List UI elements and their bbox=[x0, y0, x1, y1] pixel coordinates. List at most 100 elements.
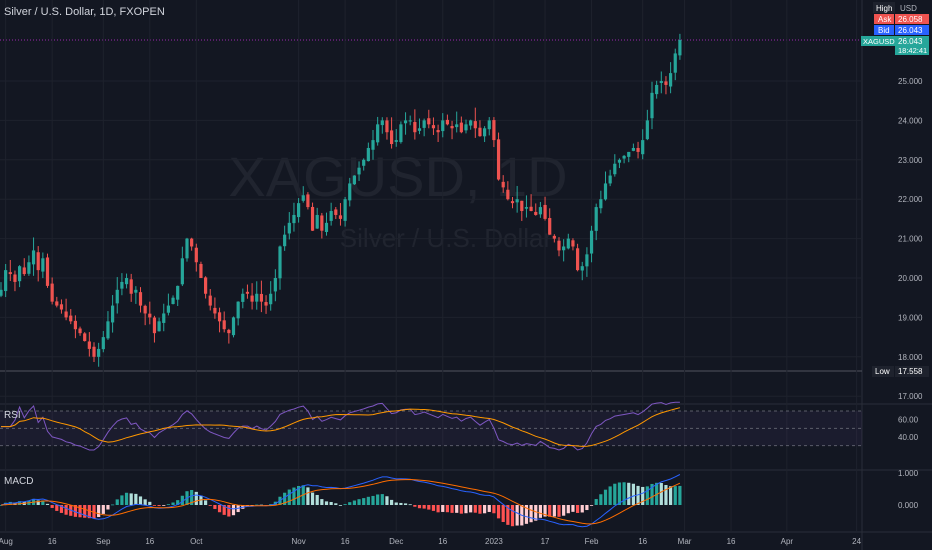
last-price-badge bbox=[895, 36, 929, 55]
macd-histogram-bar bbox=[417, 505, 422, 509]
candle-body bbox=[106, 321, 110, 339]
rsi-tick-label: 60.00 bbox=[898, 416, 919, 425]
symbol-watermark: XAGUSD, 1D Silver / U.S. Dollar bbox=[228, 145, 567, 253]
macd-histogram-bar bbox=[571, 505, 575, 512]
candle-body bbox=[622, 155, 626, 159]
macd-histogram-bar bbox=[455, 505, 459, 513]
macd-histogram-bar bbox=[603, 489, 608, 505]
symbol-title[interactable]: Silver / U.S. Dollar, 1D, FXOPEN bbox=[4, 6, 165, 18]
candle-body bbox=[427, 118, 431, 125]
candle-body bbox=[259, 293, 263, 302]
macd-histogram-bar bbox=[287, 489, 291, 505]
macd-histogram-bar bbox=[399, 502, 403, 505]
macd-histogram-bar bbox=[143, 499, 147, 505]
macd-histogram-bar bbox=[492, 505, 496, 514]
candle-body bbox=[166, 305, 170, 313]
candle-body bbox=[487, 120, 491, 130]
candle-body bbox=[148, 313, 152, 318]
macd-pane-label[interactable]: MACD bbox=[4, 476, 33, 487]
candle-body bbox=[185, 238, 189, 259]
candle-body bbox=[580, 266, 584, 271]
candle-body bbox=[8, 272, 12, 275]
candle-body bbox=[445, 119, 449, 125]
price-tick-label: 21.000 bbox=[898, 235, 923, 244]
macd-histogram-bar bbox=[255, 504, 259, 506]
price-tick-label: 17.000 bbox=[898, 392, 923, 401]
macd-histogram-bar bbox=[297, 485, 301, 505]
candle-body bbox=[515, 199, 519, 203]
macd-histogram-bar bbox=[390, 499, 394, 505]
macd-histogram-bar bbox=[362, 498, 366, 505]
candle-body bbox=[45, 257, 50, 286]
candle-body bbox=[366, 147, 370, 162]
candle-body bbox=[357, 167, 361, 175]
candle-body bbox=[18, 266, 22, 282]
rsi-ma-line bbox=[1, 407, 681, 447]
candle-body bbox=[241, 293, 245, 302]
macd-histogram-bar bbox=[376, 494, 380, 505]
macd-histogram-bar bbox=[529, 505, 533, 523]
macd-histogram-bar bbox=[269, 504, 273, 505]
rsi-pane-label[interactable]: RSI bbox=[4, 410, 21, 421]
candle-body bbox=[478, 127, 482, 137]
time-tick-label: 16 bbox=[48, 537, 57, 546]
candle-body bbox=[255, 293, 259, 302]
macd-histogram-bar bbox=[306, 487, 310, 505]
candle-body bbox=[213, 307, 217, 314]
macd-histogram-bar bbox=[320, 499, 324, 505]
candle-body bbox=[0, 289, 3, 296]
bid-label: Bid bbox=[878, 26, 890, 35]
time-tick-label: 16 bbox=[341, 537, 350, 546]
time-tick-label: 16 bbox=[145, 537, 154, 546]
candle-body bbox=[450, 126, 454, 129]
candle-body bbox=[385, 120, 389, 133]
macd-histogram-bar bbox=[594, 499, 598, 505]
candle-body bbox=[599, 199, 603, 209]
macd-histogram-bar bbox=[636, 485, 640, 505]
candle-body bbox=[78, 328, 82, 334]
macd-histogram-bar bbox=[622, 482, 626, 505]
macd-histogram-bar bbox=[352, 500, 356, 505]
time-tick-label: 16 bbox=[727, 537, 736, 546]
macd-histogram-bar bbox=[101, 505, 105, 514]
macd-histogram-bar bbox=[534, 505, 538, 521]
candle-body bbox=[496, 139, 501, 180]
candle-body bbox=[431, 125, 436, 129]
candle-body bbox=[50, 283, 54, 302]
candle-body bbox=[115, 289, 119, 304]
candle-body bbox=[585, 254, 589, 267]
candle-body bbox=[157, 321, 161, 332]
candle-body bbox=[403, 120, 408, 124]
currency-label: USD bbox=[900, 4, 917, 13]
candle-body bbox=[204, 277, 208, 294]
candle-body bbox=[69, 315, 73, 322]
candle-body bbox=[236, 301, 240, 319]
candle-body bbox=[413, 122, 417, 133]
macd-histogram-bar bbox=[310, 492, 315, 505]
candle-body bbox=[557, 240, 561, 251]
time-tick-label: 16 bbox=[638, 537, 647, 546]
candle-body bbox=[273, 278, 277, 292]
candle-body bbox=[31, 250, 36, 265]
symbol-badge bbox=[861, 36, 895, 46]
candle-body bbox=[343, 199, 347, 221]
macd-histogram-bar bbox=[315, 494, 319, 505]
macd-histogram-bar bbox=[436, 505, 440, 513]
macd-histogram-bar bbox=[194, 491, 198, 505]
candle-body bbox=[245, 291, 250, 294]
candle-body bbox=[120, 281, 124, 289]
candle-body bbox=[264, 302, 268, 306]
macd-histogram-bar bbox=[543, 505, 547, 517]
time-tick-label: 16 bbox=[438, 537, 447, 546]
macd-histogram-bar bbox=[357, 499, 361, 505]
candle-body bbox=[64, 311, 68, 318]
candle-body bbox=[55, 301, 59, 306]
macd-histogram-bar bbox=[431, 505, 436, 511]
time-tick-label: 17 bbox=[541, 537, 550, 546]
candle-body bbox=[376, 124, 380, 143]
candle-body bbox=[520, 200, 524, 212]
candle-body bbox=[492, 120, 496, 141]
candle-body bbox=[510, 201, 515, 204]
macd-histogram-bar bbox=[669, 486, 673, 505]
macd-histogram-bar bbox=[334, 503, 338, 505]
